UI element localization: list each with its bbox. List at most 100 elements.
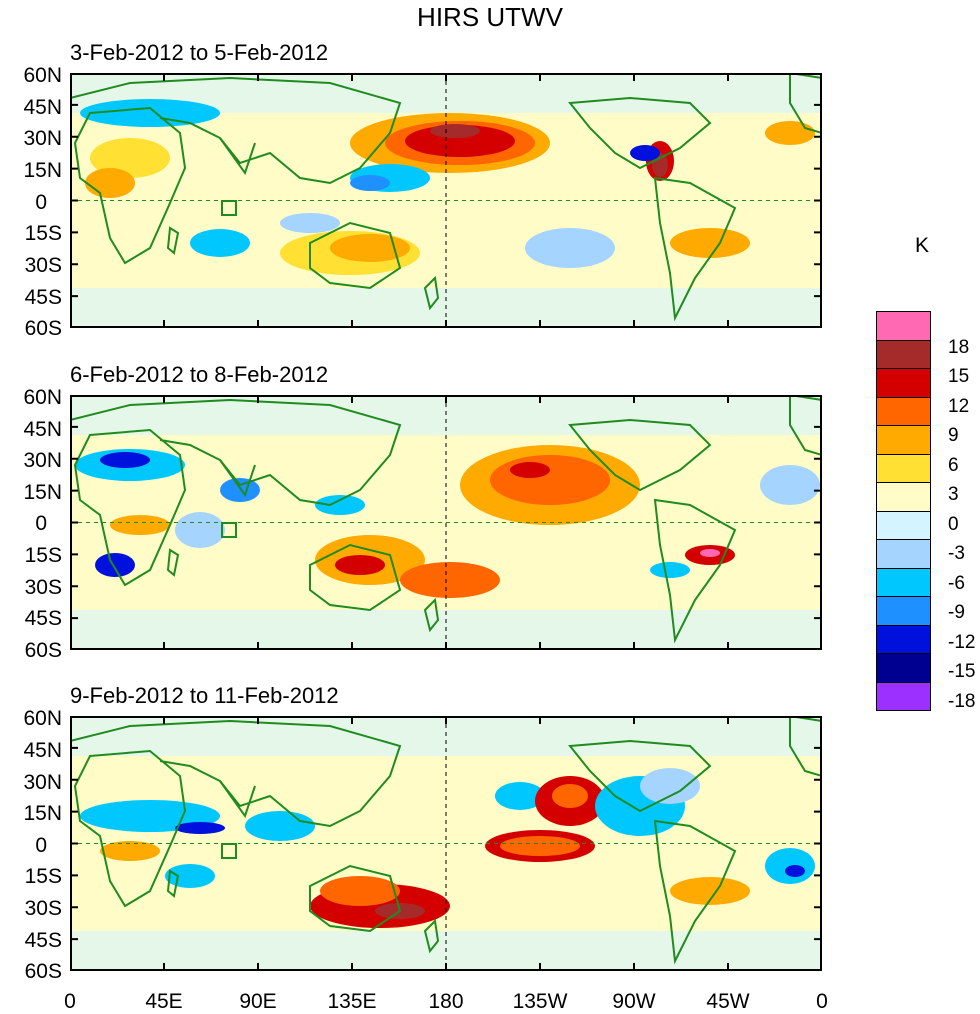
colorbar-swatch	[876, 311, 931, 341]
colorbar-level: -6	[948, 573, 965, 594]
island-marker	[221, 522, 237, 538]
lat-label: 30S	[24, 576, 62, 599]
colorbar-swatch	[876, 482, 931, 512]
coastlines	[70, 395, 822, 644]
coastline	[309, 864, 402, 933]
anomaly-contour	[190, 229, 250, 257]
coastline	[166, 869, 180, 898]
lat-label: 30S	[24, 254, 62, 277]
lat-label: 45S	[24, 607, 62, 630]
island-marker	[221, 843, 237, 859]
anomaly-contour	[510, 462, 550, 478]
colorbar-swatch	[876, 425, 931, 455]
anomaly-contour	[100, 452, 150, 468]
colorbar-swatch	[876, 567, 931, 597]
anomaly-contour	[220, 478, 260, 502]
anomaly-contour	[552, 784, 588, 808]
anomaly-contour	[765, 121, 815, 145]
colorbar-level: 18	[948, 337, 970, 358]
colorbar-swatch	[876, 539, 931, 569]
anomaly-contour	[335, 555, 385, 575]
anomaly-contour	[80, 99, 220, 127]
anomaly-contour	[350, 175, 390, 191]
colorbar	[876, 311, 931, 711]
colorbar-swatch	[876, 624, 931, 654]
coastline	[568, 739, 712, 813]
colorbar-level: -15	[948, 661, 976, 682]
colorbar-level: -12	[948, 632, 976, 653]
coastline	[166, 226, 180, 255]
coastline	[653, 498, 737, 644]
colorbar-level: -18	[948, 691, 976, 712]
colorbar-unit: K	[915, 234, 930, 257]
lat-label: 60S	[24, 960, 62, 983]
lat-label: 15N	[23, 159, 62, 182]
colorbar-swatch	[876, 681, 931, 711]
lat-label: 60S	[24, 317, 62, 340]
coastlines	[70, 716, 822, 965]
anomaly-contour	[525, 228, 615, 268]
coastline	[423, 597, 440, 633]
lat-label: 60S	[24, 639, 62, 662]
anomaly-contour	[760, 465, 820, 505]
lon-label: 0	[816, 990, 828, 1013]
lat-label: 30N	[23, 449, 62, 472]
anomaly-contour	[630, 145, 660, 161]
coastline	[219, 780, 256, 819]
coastline	[653, 176, 737, 322]
anomaly-contour	[165, 864, 215, 888]
lat-label: 60N	[23, 707, 62, 730]
coastline	[219, 137, 256, 176]
lat-label: 45S	[24, 286, 62, 309]
anomaly-contour	[785, 865, 805, 877]
panel-2-label: 6-Feb-2012 to 8-Feb-2012	[70, 362, 329, 387]
lat-label: 45N	[23, 418, 62, 441]
coastline	[789, 716, 822, 778]
lon-label: 45W	[706, 990, 750, 1013]
colorbar-level: 3	[948, 484, 959, 505]
map-panel-3	[70, 716, 822, 971]
lat-label: 60N	[23, 386, 62, 409]
lon-label: 90W	[612, 990, 656, 1013]
lat-label: 30N	[23, 127, 62, 150]
anomaly-contour	[175, 512, 225, 548]
anomaly-contour	[430, 124, 480, 138]
lat-label: 0	[35, 512, 47, 535]
coastline	[789, 395, 822, 457]
anomaly-contour	[100, 841, 160, 861]
lat-label: 45N	[23, 739, 62, 762]
colorbar-swatch	[876, 510, 931, 540]
anomaly-contour	[315, 495, 365, 515]
chart-title: HIRS UTWV	[417, 2, 563, 32]
anomaly-contour	[400, 562, 500, 598]
panel-3-label: 9-Feb-2012 to 11-Feb-2012	[70, 683, 339, 708]
colorbar-level: 6	[948, 455, 959, 476]
coastline	[423, 275, 440, 311]
anomaly-contour	[495, 782, 545, 810]
lat-label: 15S	[24, 544, 62, 567]
lat-label: 0	[35, 834, 47, 857]
coastline	[568, 418, 712, 492]
anomaly-contour	[640, 768, 700, 804]
anomaly-contour	[670, 228, 750, 258]
anomaly-contour	[670, 877, 750, 905]
lat-label: 15S	[24, 222, 62, 245]
colorbar-level: 12	[948, 396, 970, 417]
anomaly-contour	[490, 455, 610, 505]
colorbar-level: 15	[948, 366, 970, 387]
anomaly-contour	[85, 168, 135, 198]
anomaly-contour	[320, 876, 400, 906]
lat-label: 60N	[23, 64, 62, 87]
anomaly-contour	[700, 549, 720, 557]
colorbar-level: -9	[948, 602, 965, 623]
colorbar-level: -3	[948, 543, 965, 564]
colorbar-swatch	[876, 453, 931, 483]
anomaly-contour	[280, 213, 340, 233]
colorbar-swatch	[876, 368, 931, 398]
coastline	[73, 749, 187, 908]
colorbar-swatch	[876, 396, 931, 426]
lat-label: 30S	[24, 897, 62, 920]
coastline	[309, 221, 402, 290]
lon-label: 0	[64, 990, 76, 1013]
coastline	[423, 918, 440, 954]
